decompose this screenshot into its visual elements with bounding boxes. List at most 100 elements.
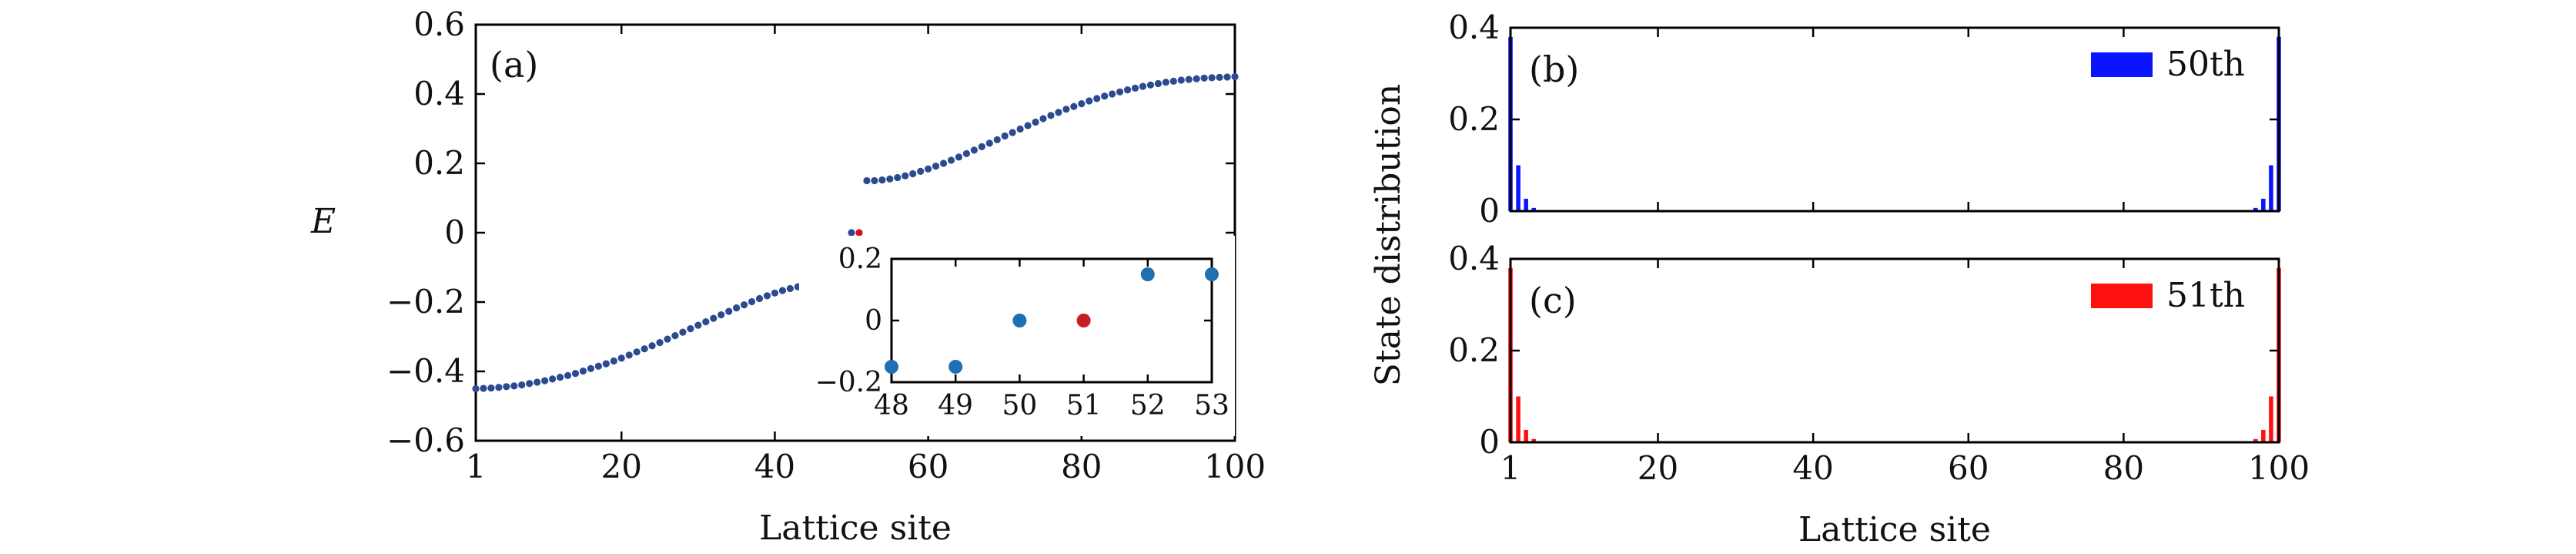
bar	[2269, 165, 2273, 211]
legend-label: 51th	[2166, 276, 2245, 315]
y-tick-label: 0.2	[1448, 100, 1500, 138]
data-point	[771, 289, 779, 297]
data-point	[778, 287, 786, 294]
y-tick-label: −0.6	[386, 421, 465, 459]
data-point	[641, 345, 648, 353]
bar	[1531, 207, 1537, 211]
data-point	[1016, 125, 1024, 133]
legend-swatch	[2091, 284, 2153, 308]
bar	[1531, 438, 1537, 442]
data-point	[702, 318, 710, 326]
data-point	[495, 384, 503, 391]
x-tick-label: 40	[1792, 449, 1833, 487]
data-point	[671, 332, 679, 340]
data-point	[534, 378, 541, 386]
y-tick-label: 0.4	[1448, 240, 1500, 277]
data-point	[472, 384, 480, 393]
inset-data-point	[885, 360, 898, 374]
inset-data-point	[1140, 267, 1155, 281]
legend-label: 50th	[2166, 45, 2245, 84]
bar	[2261, 429, 2266, 442]
panel-b: 0.4 0.2 0 (b) 50th	[1448, 8, 2281, 230]
data-point	[993, 136, 1001, 143]
data-point	[1024, 122, 1032, 129]
data-point	[1208, 74, 1216, 82]
y-tick-label: −0.2	[386, 283, 465, 321]
inset-x-tick-label: 52	[1130, 390, 1166, 421]
data-point	[1039, 115, 1047, 123]
data-point	[763, 292, 771, 300]
data-point	[1216, 73, 1223, 81]
bar	[2253, 438, 2258, 442]
data-point	[541, 377, 549, 384]
data-point	[687, 325, 694, 333]
inset-data-point	[948, 360, 963, 374]
data-point	[955, 153, 963, 161]
y-tick-label: 0.2	[413, 144, 465, 182]
bar	[2253, 207, 2258, 211]
x-tick-label: 80	[1061, 448, 1102, 485]
data-point	[1169, 77, 1177, 85]
x-tick-label: 1	[466, 448, 487, 485]
data-point	[878, 176, 886, 184]
x-axis-label: Lattice site	[1798, 510, 1991, 549]
y-tick-label: 0.6	[413, 5, 465, 43]
data-point	[1139, 82, 1147, 90]
data-point	[985, 139, 993, 147]
panel-label: (b)	[1529, 49, 1579, 90]
data-point	[1146, 81, 1155, 89]
data-point	[1193, 75, 1200, 82]
data-point	[917, 167, 925, 175]
data-point	[1009, 129, 1016, 136]
panel-b-frame	[1509, 26, 2280, 213]
data-point	[1070, 102, 1078, 110]
data-point	[1001, 132, 1009, 140]
data-point	[1101, 92, 1109, 100]
x-tick-label: 40	[754, 448, 795, 485]
data-point	[1162, 79, 1169, 86]
inset-data-point	[1205, 267, 1219, 281]
data-point	[939, 159, 948, 167]
bar	[1524, 198, 1528, 211]
y-tick-label: −0.4	[386, 352, 465, 390]
data-point	[1055, 109, 1062, 116]
data-point	[1062, 106, 1070, 113]
inset-x-tick-label: 48	[874, 390, 909, 421]
data-point	[978, 143, 985, 150]
x-axis-label: Lattice site	[759, 509, 952, 548]
data-point	[664, 335, 671, 343]
data-point	[602, 360, 610, 368]
y-tick-label: 0	[1479, 423, 1500, 461]
bar	[1516, 396, 1521, 442]
data-point	[947, 156, 955, 164]
data-point	[625, 351, 633, 359]
data-point	[1032, 118, 1039, 126]
data-point	[633, 348, 641, 356]
inset-y-tick-label: 0	[865, 305, 882, 337]
data-point	[871, 176, 878, 185]
data-point	[855, 229, 863, 237]
data-point	[755, 294, 764, 303]
panel-c: 1 20 40 60 80 100 0.4 0.2 0 (c) 51th Lattice site St…	[1369, 84, 2310, 549]
bar	[2261, 198, 2266, 211]
x-tick-label: 100	[1204, 448, 1266, 485]
data-point	[718, 311, 725, 319]
x-tick-label: 20	[1638, 449, 1678, 487]
data-point	[1093, 95, 1101, 102]
data-point	[786, 284, 794, 293]
data-point	[1154, 79, 1163, 88]
data-point	[503, 383, 510, 391]
data-point	[1231, 72, 1239, 81]
x-tick-label: 100	[2248, 449, 2310, 487]
data-point	[556, 374, 564, 381]
data-point	[725, 307, 733, 315]
data-point	[733, 304, 741, 312]
data-point	[571, 370, 580, 378]
x-tick-label: 60	[908, 448, 948, 485]
x-tick-label: 60	[1948, 449, 1989, 487]
panel-a: 1 20 40 60 80 100 0.6 0.4 0.2 0 −0.2 −0.4 −0.6 Lattic…	[310, 5, 1266, 548]
data-point	[594, 362, 602, 370]
data-point	[526, 380, 534, 388]
data-point	[1131, 84, 1139, 92]
